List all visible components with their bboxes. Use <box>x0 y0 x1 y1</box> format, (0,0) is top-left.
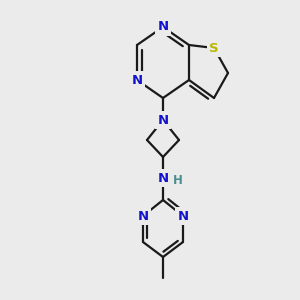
Text: N: N <box>177 209 189 223</box>
Text: S: S <box>209 41 219 55</box>
Text: H: H <box>173 175 183 188</box>
Text: N: N <box>137 209 148 223</box>
Text: N: N <box>131 74 142 86</box>
Text: N: N <box>158 113 169 127</box>
Text: N: N <box>158 172 169 184</box>
Text: N: N <box>158 20 169 34</box>
